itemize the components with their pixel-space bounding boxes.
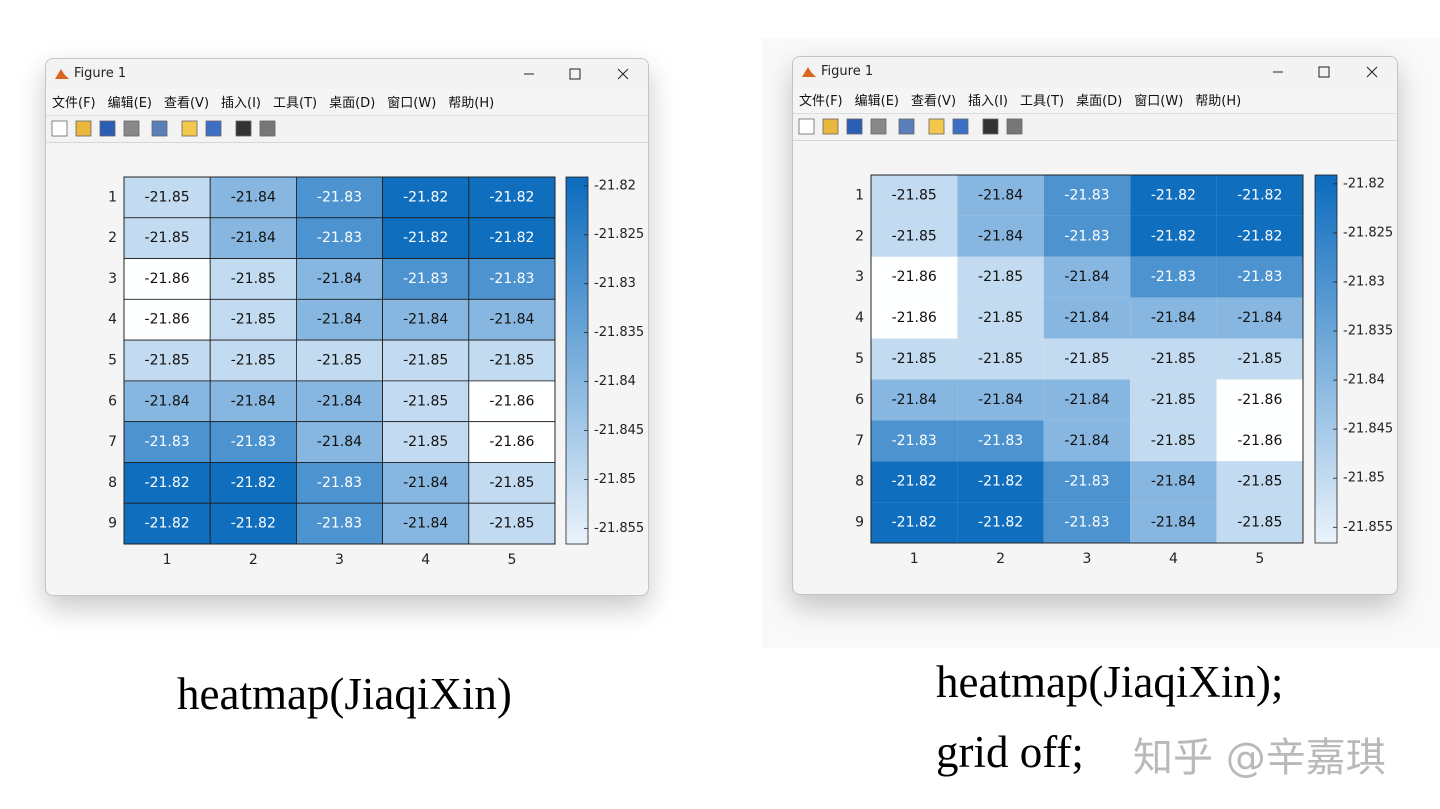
maximize-button[interactable] xyxy=(1318,66,1330,78)
toolbar-button[interactable] xyxy=(822,118,839,135)
toolbar-button[interactable] xyxy=(952,118,969,135)
close-button[interactable] xyxy=(617,68,629,80)
window-controls xyxy=(524,68,629,80)
toolbar-button[interactable] xyxy=(798,118,815,135)
title-bar: Figure 1 xyxy=(793,57,1397,87)
menu-item[interactable]: 编辑(E) xyxy=(854,94,899,109)
toolbar-button[interactable] xyxy=(51,120,68,137)
toolbar-button[interactable] xyxy=(123,120,140,137)
caption: heatmap(JiaqiXin); xyxy=(936,657,1284,707)
toolbar-button[interactable] xyxy=(982,118,999,135)
toolbar xyxy=(793,113,1397,141)
toolbar-button[interactable] xyxy=(181,120,198,137)
menu-item[interactable]: 文件(F) xyxy=(52,96,96,111)
toolbar-button[interactable] xyxy=(205,120,222,137)
menu-item[interactable]: 桌面(D) xyxy=(1076,94,1123,109)
menu-item[interactable]: 插入(I) xyxy=(221,96,262,111)
icon-shape xyxy=(55,69,69,79)
menu-bar: 文件(F) 编辑(E) 查看(V) 插入(I) 工具(T) 桌面(D) 窗口(W) 帮助(H) xyxy=(52,92,494,114)
toolbar-button[interactable] xyxy=(75,120,92,137)
menu-item[interactable]: 窗口(W) xyxy=(387,96,437,111)
toolbar-button[interactable] xyxy=(259,120,276,137)
toolbar-button[interactable] xyxy=(870,118,887,135)
window-title: Figure 1 xyxy=(74,66,127,81)
menu-item[interactable]: 工具(T) xyxy=(1020,94,1065,109)
menu-item[interactable]: 帮助(H) xyxy=(448,96,495,111)
menu-item[interactable]: 查看(V) xyxy=(910,94,957,109)
caption: heatmap(JiaqiXin) xyxy=(177,669,512,719)
menu-item[interactable]: 查看(V) xyxy=(163,96,210,111)
close-button[interactable] xyxy=(1366,66,1378,78)
toolbar-button[interactable] xyxy=(235,120,252,137)
icon-shape xyxy=(802,67,816,77)
caption: grid off; xyxy=(936,727,1084,777)
menu-item[interactable]: 编辑(E) xyxy=(107,96,152,111)
menu-bar: 文件(F) 编辑(E) 查看(V) 插入(I) 工具(T) 桌面(D) 窗口(W) 帮助(H) xyxy=(799,90,1241,112)
toolbar-button[interactable] xyxy=(99,120,116,137)
maximize-button[interactable] xyxy=(569,68,581,80)
figure-window: Figure 1 文件(F) 编辑(E) 查看(V) 插入(I) 工具(T) 桌面(D) 窗口… xyxy=(792,56,1398,595)
toolbar-icons xyxy=(798,118,1023,135)
window-title: Figure 1 xyxy=(821,64,874,79)
menu-item[interactable]: 插入(I) xyxy=(968,94,1009,109)
menu-item[interactable]: 工具(T) xyxy=(273,96,318,111)
menu-item[interactable]: 帮助(H) xyxy=(1195,94,1242,109)
menu-item[interactable]: 文件(F) xyxy=(799,94,843,109)
figure-window: Figure 1 文件(F) 编辑(E) 查看(V) 插入(I) 工具(T) 桌面(D) 窗口… xyxy=(45,58,649,596)
toolbar-button[interactable] xyxy=(898,118,915,135)
app-icon xyxy=(802,67,816,77)
toolbar-button[interactable] xyxy=(1006,118,1023,135)
menu-item[interactable]: 桌面(D) xyxy=(329,96,376,111)
toolbar-icons xyxy=(51,120,276,137)
window-controls xyxy=(1273,66,1378,78)
title-bar: Figure 1 xyxy=(46,59,648,89)
toolbar-button[interactable] xyxy=(928,118,945,135)
menu-item[interactable]: 窗口(W) xyxy=(1134,94,1184,109)
toolbar xyxy=(46,115,648,143)
toolbar-button[interactable] xyxy=(846,118,863,135)
watermark: 知乎 @辛嘉琪 xyxy=(1133,735,1386,781)
app-icon xyxy=(55,69,69,79)
toolbar-button[interactable] xyxy=(151,120,168,137)
